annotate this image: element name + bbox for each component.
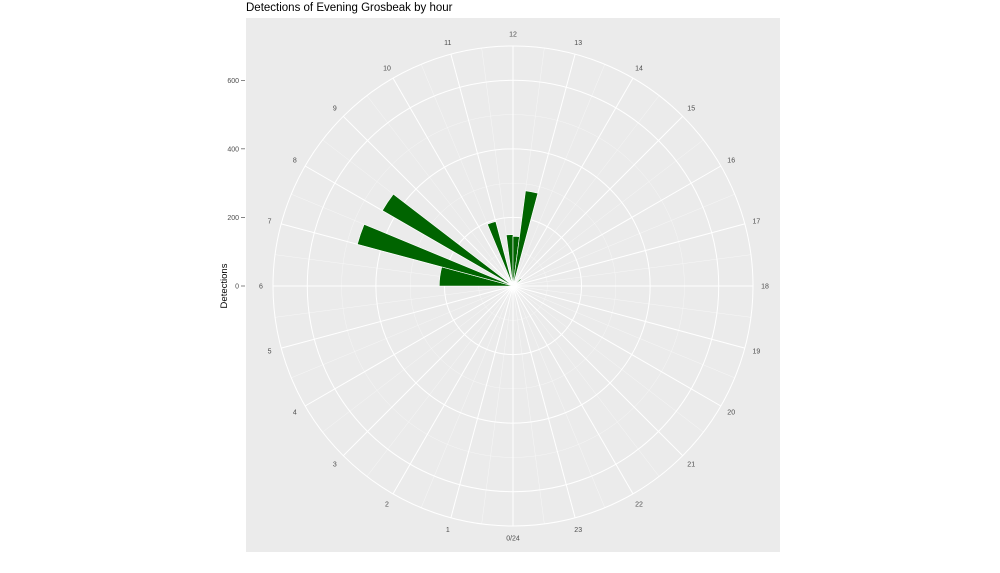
minor-radial-gridline (291, 285, 514, 379)
minor-radial-gridline (420, 285, 514, 508)
circle-gridline (375, 148, 651, 424)
hour-tick-label: 12 (509, 32, 517, 39)
radial-gridline (512, 285, 745, 349)
hour-tick-label: 16 (727, 158, 735, 165)
hour-tick-label: 11 (444, 40, 451, 47)
minor-radial-gridline (512, 285, 660, 477)
hour-tick-label: 23 (574, 527, 582, 534)
bar-layer (356, 190, 539, 287)
hour-tick-label: 0/24 (506, 536, 520, 543)
minor-radial-gridline (366, 285, 514, 477)
bar-wedge (505, 234, 514, 287)
hour-tick-label: 19 (753, 349, 761, 356)
hour-tick-label: 2 (385, 502, 389, 509)
hour-tick-label: 6 (259, 284, 263, 291)
hour-tick-label: 22 (635, 502, 643, 509)
hour-tick-label: 1 (446, 527, 450, 534)
hour-tick-label: 10 (383, 65, 391, 72)
radial-gridline (512, 77, 634, 287)
hour-tick-label: 5 (268, 349, 272, 356)
minor-radial-gridline (481, 285, 514, 524)
hour-tick-label: 20 (727, 410, 735, 417)
minor-radial-gridline (512, 285, 735, 379)
circle-gridline (306, 79, 720, 493)
hour-tick-label: 13 (574, 40, 582, 47)
bar-wedge (356, 223, 514, 287)
hour-tick-label: 15 (687, 105, 695, 112)
hour-tick-label: 21 (687, 462, 695, 469)
bar-wedge (512, 278, 522, 287)
radial-gridline (512, 285, 634, 495)
radial-gridline (512, 285, 576, 518)
hour-tick-label: 4 (293, 410, 297, 417)
radial-gridline (392, 77, 514, 287)
minor-radial-gridline (322, 285, 514, 433)
radial-gridline (342, 115, 514, 287)
radial-gridline (304, 285, 514, 407)
chart-title: Detections of Evening Grosbeak by hour (246, 2, 453, 14)
minor-radial-gridline (512, 285, 545, 524)
minor-radial-gridline (512, 254, 751, 287)
minor-radial-gridline (512, 64, 606, 287)
y-tick-label: 0 (235, 284, 239, 291)
minor-radial-gridline (366, 95, 514, 287)
radial-gridline (512, 115, 684, 287)
radial-gridline (512, 285, 684, 457)
hour-tick-label: 17 (753, 218, 761, 225)
minor-radial-gridline (512, 193, 735, 287)
hour-tick-label: 7 (268, 218, 272, 225)
y-tick-label: 600 (227, 78, 239, 85)
minor-radial-gridline (512, 285, 704, 433)
bar-wedge (512, 190, 539, 287)
minor-radial-gridline (275, 285, 514, 318)
bar-wedge (487, 221, 514, 287)
y-tick-label: 400 (227, 146, 239, 153)
minor-radial-gridline (512, 139, 704, 287)
hour-tick-label: 18 (761, 284, 769, 291)
y-tick-label: 200 (227, 215, 239, 222)
minor-radial-gridline (512, 285, 751, 318)
tick-layer: 0/24123456789101112131415161718192021222… (227, 32, 769, 543)
hour-tick-label: 3 (333, 462, 337, 469)
minor-radial-gridline (512, 95, 660, 287)
minor-radial-gridline (512, 285, 606, 508)
outer-circle (272, 45, 754, 527)
radial-gridline (512, 165, 722, 287)
radial-gridline (281, 285, 514, 349)
hour-tick-label: 14 (635, 65, 643, 72)
radial-gridline (450, 285, 514, 518)
bar-wedge (381, 193, 514, 287)
radial-gridline (392, 285, 514, 495)
hour-tick-label: 8 (293, 158, 297, 165)
hour-tick-label: 9 (333, 105, 337, 112)
y-axis-label: Detections (219, 263, 230, 308)
radial-gridline (512, 223, 745, 287)
radial-gridline (342, 285, 514, 457)
radial-gridline (512, 285, 722, 407)
